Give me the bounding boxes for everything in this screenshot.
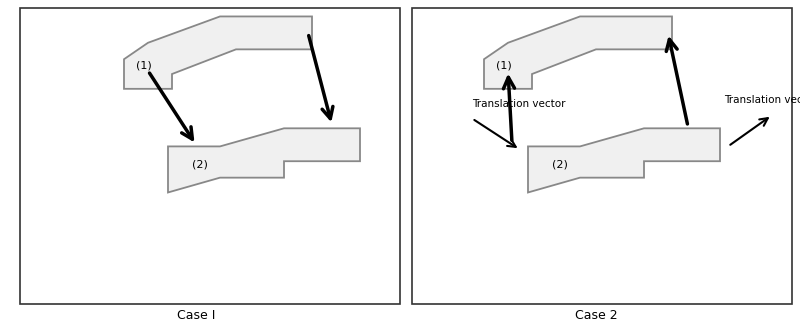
Bar [412, 8, 792, 304]
Text: (1): (1) [136, 61, 152, 71]
Polygon shape [484, 16, 672, 89]
Polygon shape [124, 16, 312, 89]
Text: Translation vector: Translation vector [724, 95, 800, 105]
Text: (1): (1) [496, 61, 512, 71]
Bar [20, 8, 400, 304]
Text: (2): (2) [552, 160, 568, 169]
Text: (2): (2) [192, 160, 208, 169]
Text: Case I: Case I [177, 309, 215, 322]
Text: Case 2: Case 2 [574, 309, 618, 322]
Text: Translation vector: Translation vector [472, 99, 566, 109]
Polygon shape [528, 128, 720, 192]
Polygon shape [168, 128, 360, 192]
